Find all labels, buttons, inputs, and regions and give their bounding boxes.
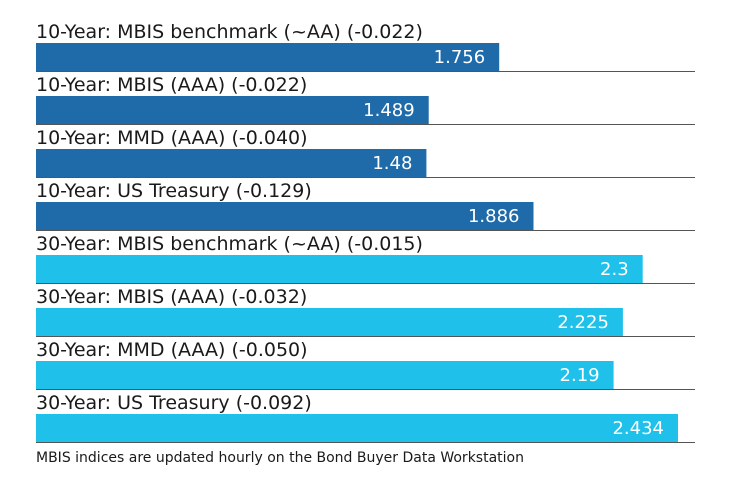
category-label: 30-Year: US Treasury (-0.092) xyxy=(36,392,312,414)
bar-value-label: 2.3 xyxy=(600,259,629,280)
category-label: 10-Year: MBIS benchmark (~AA) (-0.022) xyxy=(36,21,423,43)
category-label: 10-Year: MMD (AAA) (-0.040) xyxy=(36,127,308,149)
footnote: MBIS indices are updated hourly on the B… xyxy=(36,450,524,466)
bar xyxy=(36,255,643,283)
category-label: 30-Year: MBIS (AAA) (-0.032) xyxy=(36,286,307,308)
bar xyxy=(36,202,534,230)
category-label: 30-Year: MMD (AAA) (-0.050) xyxy=(36,339,308,361)
bar-value-label: 1.489 xyxy=(363,100,415,121)
bar-value-label: 2.434 xyxy=(612,418,664,439)
bar-value-label: 1.756 xyxy=(434,47,486,68)
bar-value-label: 2.225 xyxy=(557,312,609,333)
bar-value-label: 2.19 xyxy=(560,365,600,386)
bar xyxy=(36,414,678,442)
category-label: 30-Year: MBIS benchmark (~AA) (-0.015) xyxy=(36,233,423,255)
bar xyxy=(36,43,500,71)
bar xyxy=(36,361,614,389)
bar xyxy=(36,96,429,124)
bar-value-label: 1.48 xyxy=(372,153,412,174)
bar xyxy=(36,149,427,177)
category-label: 10-Year: US Treasury (-0.129) xyxy=(36,180,312,202)
bar-value-label: 1.886 xyxy=(468,206,520,227)
category-label: 10-Year: MBIS (AAA) (-0.022) xyxy=(36,74,307,96)
bar xyxy=(36,308,623,336)
